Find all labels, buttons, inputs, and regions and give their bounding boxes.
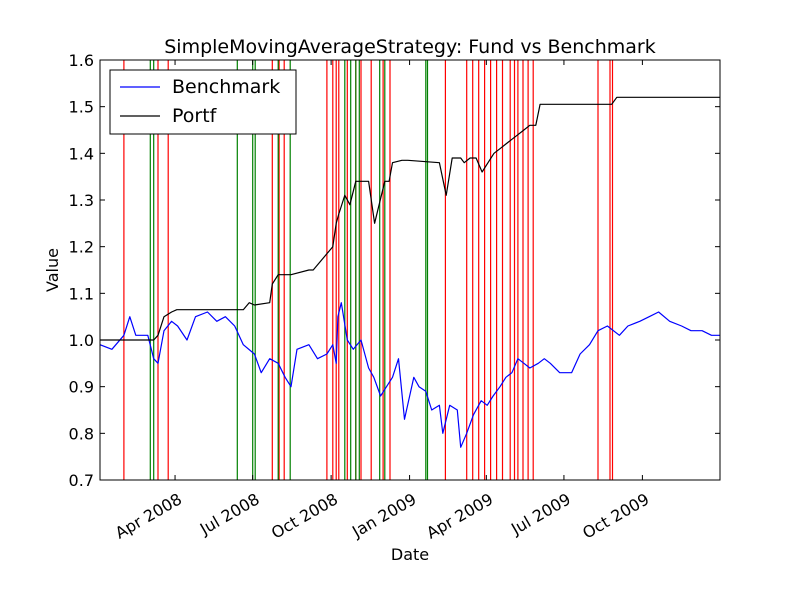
series-line-benchmark	[100, 302, 720, 448]
legend: Benchmark Portf	[109, 69, 297, 135]
y-tick-label: 1.4	[69, 144, 94, 163]
x-axis-label: Date	[391, 545, 429, 564]
y-tick-label: 1.3	[69, 191, 94, 210]
legend-label-portf: Portf	[172, 105, 218, 127]
y-tick-label: 1.5	[69, 98, 94, 117]
y-axis: 0.7 0.8 0.9 1.0 1.1 1.2 1.3 1.4 1.5 1.6	[69, 51, 720, 490]
y-tick-label: 1.2	[69, 238, 94, 257]
legend-box	[109, 69, 297, 135]
series-line-portf	[100, 96, 720, 341]
y-tick-label: 0.8	[69, 424, 94, 443]
y-axis-label: Value	[43, 248, 62, 292]
y-tick-label: 1.0	[69, 331, 94, 350]
y-tick-label: 1.6	[69, 51, 94, 70]
legend-label-benchmark: Benchmark	[172, 76, 280, 98]
series-layer	[100, 96, 720, 448]
y-tick-label: 1.1	[69, 284, 94, 303]
y-tick-label: 0.7	[69, 471, 94, 490]
y-tick-label: 0.9	[69, 378, 94, 397]
chart-title: SimpleMovingAverageStrategy: Fund vs Ben…	[164, 36, 656, 58]
